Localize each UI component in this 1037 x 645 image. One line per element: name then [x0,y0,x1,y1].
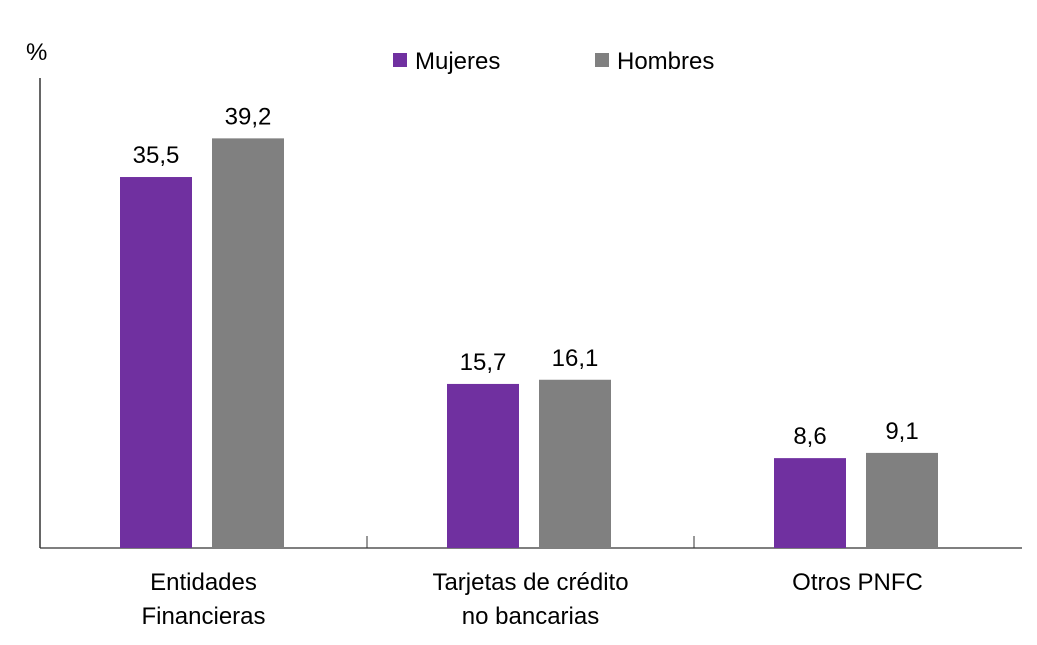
bar-mujeres [447,383,519,548]
data-label: 35,5 [133,142,180,169]
x-tick-label: Tarjetas de crédito [432,569,628,596]
x-tick-label: Financieras [141,603,265,630]
legend-swatch-mujeres [393,53,407,67]
x-tick-label: Entidades [150,569,257,596]
x-tick-label: Otros PNFC [792,569,923,596]
data-label: 8,6 [793,423,826,450]
data-label: 15,7 [460,349,507,376]
legend-label-mujeres: Mujeres [415,48,500,75]
bar-hombres [866,452,938,548]
x-tick-label: no bancarias [462,603,599,630]
bar-hombres [212,138,284,549]
data-label: 39,2 [225,103,272,130]
data-label: 9,1 [885,418,918,445]
data-label: 16,1 [552,345,599,372]
bar-hombres [539,379,611,548]
bar-mujeres [120,177,192,548]
legend: Mujeres Hombres [393,48,714,75]
legend-label-hombres: Hombres [617,48,714,75]
y-axis-label: % [26,39,47,66]
bar-mujeres [774,458,846,548]
legend-swatch-hombres [595,53,609,67]
